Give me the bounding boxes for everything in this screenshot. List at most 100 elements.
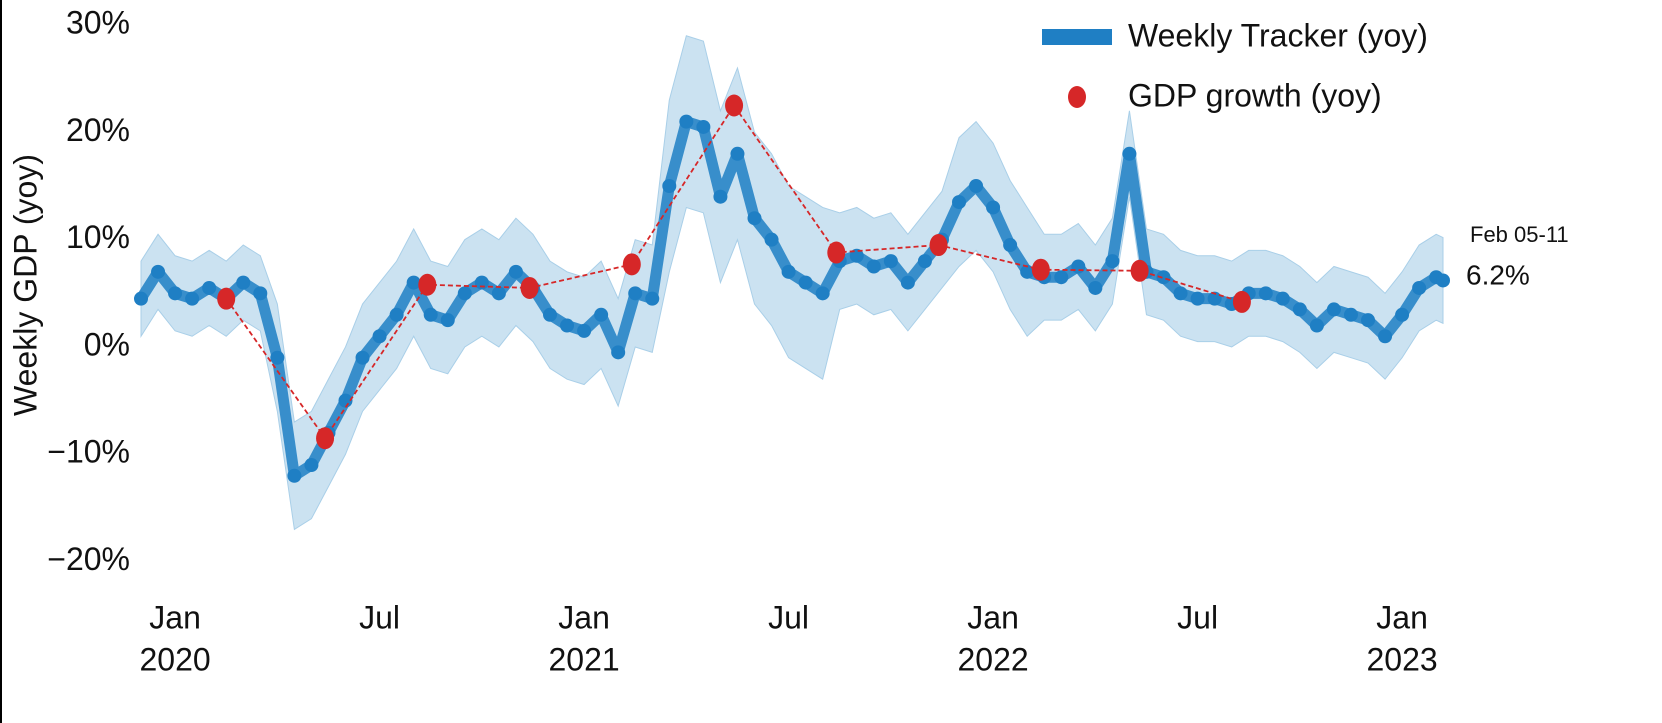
y-tick-label: 10% [66, 219, 130, 255]
x-tick-sublabel: 2022 [958, 641, 1029, 677]
x-tick-label: Jan [558, 599, 610, 635]
tracker-point [1361, 313, 1376, 328]
tracker-point [1326, 302, 1341, 317]
tracker-point [798, 275, 813, 290]
x-tick-label: Jan [1376, 599, 1428, 635]
tracker-point [543, 307, 558, 322]
tracker-point [1258, 286, 1273, 301]
tracker-point [1054, 270, 1069, 285]
tracker-point [1088, 280, 1103, 295]
x-tick-sublabel: 2021 [548, 641, 619, 677]
tracker-point [168, 286, 183, 301]
y-tick-label: 0% [84, 326, 130, 362]
x-tick-label: Jan [967, 599, 1019, 635]
tracker-point [474, 275, 489, 290]
tracker-point [1292, 302, 1307, 317]
gdp-point [1232, 290, 1251, 313]
tracker-point [1122, 146, 1137, 161]
tracker-point [696, 119, 711, 134]
tracker-point [202, 280, 217, 295]
end-label: 6.2% [1466, 259, 1530, 290]
tracker-point [986, 200, 1001, 215]
legend-label: Weekly Tracker (yoy) [1128, 17, 1428, 53]
x-tick-label: Jul [768, 599, 809, 635]
tracker-point [287, 468, 302, 483]
tracker-point [917, 254, 932, 269]
tracker-point [560, 318, 575, 333]
tracker-point [952, 195, 967, 210]
legend-swatch [1042, 29, 1112, 45]
tracker-point [423, 307, 438, 322]
gdp-point [520, 276, 539, 299]
legend-swatch [1068, 86, 1086, 108]
gdp-line [225, 103, 1243, 440]
gdp-point [418, 273, 437, 296]
tracker-point [764, 232, 779, 247]
gdp-point [1130, 259, 1149, 282]
tracker-point [1020, 264, 1035, 279]
y-tick-label: 30% [66, 4, 130, 40]
gdp-point [316, 427, 335, 450]
gdp-point [622, 253, 641, 276]
tracker-point [1395, 307, 1410, 322]
y-tick-label: 20% [66, 112, 130, 148]
tracker-point [1071, 259, 1086, 274]
y-tick-label: −20% [47, 541, 130, 577]
tracker-point [577, 323, 592, 338]
tracker-point [151, 264, 166, 279]
tracker-point [594, 307, 609, 322]
gdp-point [827, 241, 846, 264]
x-tick-sublabel: 2020 [139, 641, 210, 677]
gdp-point [929, 234, 948, 257]
tracker-point [338, 393, 353, 408]
tracker-point [270, 350, 285, 365]
tracker-point [1173, 286, 1188, 301]
tracker-point [236, 275, 251, 290]
x-tick-sublabel: 2023 [1367, 641, 1438, 677]
legend-label: GDP growth (yoy) [1128, 77, 1382, 113]
tracker-point [1156, 270, 1171, 285]
tracker-point [508, 264, 523, 279]
tracker-point [491, 286, 506, 301]
tracker-point [355, 350, 370, 365]
tracker-point [1309, 318, 1324, 333]
tracker-point [1378, 329, 1393, 344]
tracker-point [900, 275, 915, 290]
tracker-point [662, 179, 677, 194]
tracker-point [611, 345, 626, 360]
tracker-point [1190, 291, 1205, 306]
tracker-point [628, 286, 643, 301]
tracker-point [304, 458, 319, 473]
gdp-point [217, 287, 236, 310]
gdp-point [725, 94, 744, 117]
confidence-band [140, 35, 1444, 531]
annotation: Feb 05-11 [1470, 222, 1569, 247]
tracker-point [730, 146, 745, 161]
tracker-point [185, 291, 200, 306]
y-tick-label: −10% [47, 434, 130, 470]
tracker-point [849, 248, 864, 263]
tracker-point [1343, 307, 1358, 322]
tracker-point [1105, 254, 1120, 269]
x-tick-label: Jul [359, 599, 400, 635]
tracker-point [440, 313, 455, 328]
tracker-point [883, 254, 898, 269]
tracker-point [372, 329, 387, 344]
tracker-point [1412, 280, 1427, 295]
x-tick-label: Jan [149, 599, 201, 635]
tracker-point [679, 114, 694, 129]
tracker-point [1003, 238, 1018, 253]
tracker-point [781, 264, 796, 279]
tracker-point [389, 307, 404, 322]
tracker-point [969, 179, 984, 194]
tracker-point [457, 286, 472, 301]
tracker-point [866, 259, 881, 274]
tracker-point [747, 211, 762, 226]
tracker-point [1436, 273, 1450, 288]
y-axis-label: Weekly GDP (yoy) [7, 154, 43, 416]
tracker-point [134, 291, 148, 306]
tracker-point [1207, 291, 1222, 306]
tracker-point [253, 286, 268, 301]
tracker-point [815, 286, 830, 301]
